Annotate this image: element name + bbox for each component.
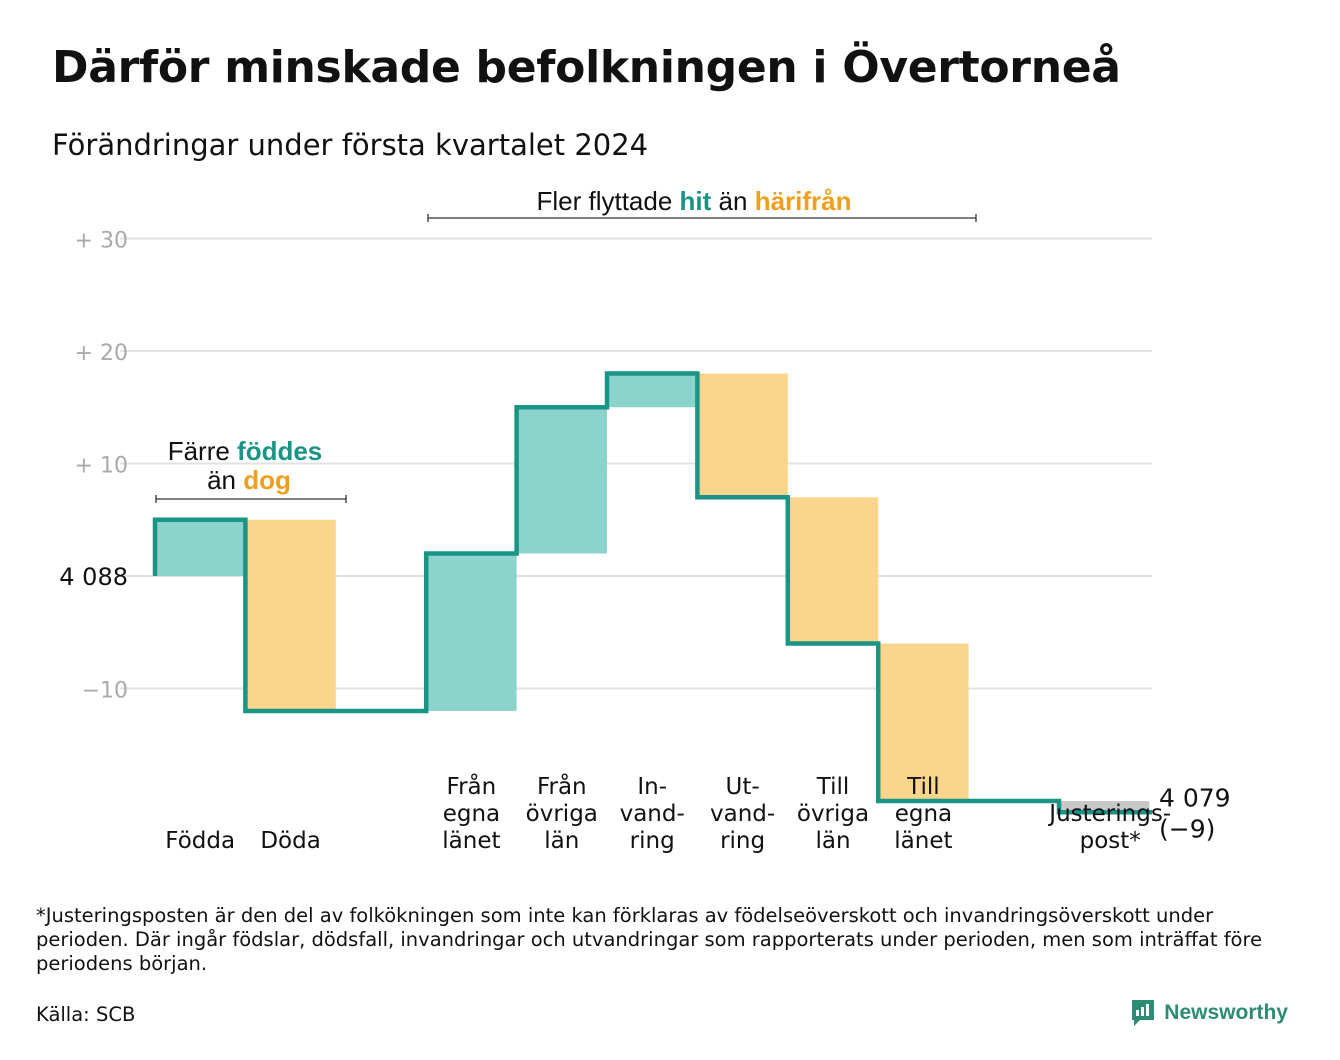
x-label-invandring: ring bbox=[630, 828, 675, 854]
births-annotation-line2: än dog bbox=[207, 465, 291, 495]
x-label-fran_ovriga: län bbox=[544, 828, 579, 854]
page-subtitle: Förändringar under första kvartalet 2024 bbox=[52, 128, 649, 162]
bar-till_ovriga bbox=[787, 497, 879, 644]
moves-annotation: Fler flyttade hit än härifrån bbox=[536, 186, 851, 216]
end-change-label: (−9) bbox=[1159, 814, 1215, 843]
x-label-fran_ovriga: Från bbox=[537, 772, 587, 800]
bar-till_egna bbox=[878, 643, 969, 801]
brand-name: Newsworthy bbox=[1164, 1001, 1288, 1024]
start-value-label: 4 088 bbox=[59, 563, 128, 591]
x-label-utvandring: vand- bbox=[710, 801, 775, 827]
x-label-utvandring: Ut- bbox=[726, 774, 760, 800]
bar-fran_egna bbox=[426, 553, 517, 711]
step-line bbox=[152, 371, 1152, 815]
y-tick-label: + 10 bbox=[75, 454, 128, 479]
bar-fran_ovriga bbox=[516, 407, 607, 554]
x-label-till_ovriga: Till bbox=[816, 774, 850, 800]
x-label-till_ovriga: län bbox=[815, 828, 850, 854]
x-label-invandring: vand- bbox=[620, 801, 685, 827]
y-tick-label: + 30 bbox=[75, 229, 128, 254]
x-axis-labels: Födda DödaFrånegnalänetFrånövrigalänIn-va… bbox=[165, 772, 1171, 854]
newsworthy-logo-icon bbox=[1132, 1000, 1155, 1026]
births-annotation-line1: Färre föddes bbox=[168, 436, 323, 466]
bars bbox=[155, 373, 1150, 813]
source-label: Källa: SCB bbox=[36, 1003, 136, 1026]
y-axis-ticks: + 30 + 20 + 10 4 088 −10 bbox=[59, 229, 128, 704]
x-label-fran_ovriga: övriga bbox=[526, 801, 598, 827]
waterfall-chart: + 30+ 20+ 104 088−10 Födda DödaFrånegnalä… bbox=[59, 186, 1231, 854]
page-title: Därför minskade befolkningen i Övertorne… bbox=[52, 42, 1121, 93]
cumulative-step-line bbox=[152, 371, 1152, 815]
x-label-till_ovriga: övriga bbox=[797, 801, 869, 827]
bar-utvandring bbox=[697, 373, 788, 498]
brand-logo[interactable]: Newsworthy bbox=[1130, 998, 1288, 1028]
y-tick-label: + 20 bbox=[75, 341, 128, 366]
x-label-invandring: In- bbox=[637, 774, 667, 800]
bar-justering bbox=[1059, 801, 1150, 813]
x-label-fran_egna: länet bbox=[442, 828, 500, 854]
x-label-fodda: Födda bbox=[165, 828, 235, 854]
y-tick-label: −10 bbox=[82, 679, 128, 704]
x-label-till_egna: Till bbox=[906, 774, 940, 800]
x-label-doda: Döda bbox=[260, 828, 320, 854]
x-label-fran_egna: egna bbox=[443, 801, 500, 827]
x-label-utvandring: ring bbox=[720, 828, 765, 854]
x-label-till_egna: länet bbox=[894, 828, 952, 854]
x-label-justering: Justerings- bbox=[1047, 801, 1171, 827]
bar-fodda bbox=[155, 519, 246, 576]
x-label-till_egna: egna bbox=[895, 801, 952, 827]
bar-invandring bbox=[607, 373, 698, 408]
births-bracket bbox=[155, 495, 347, 503]
x-label-justering: post* bbox=[1080, 828, 1141, 854]
end-value-label: 4 079 bbox=[1159, 783, 1231, 812]
footnote: *Justeringsposten är den del av folkökni… bbox=[36, 904, 1263, 975]
moves-bracket bbox=[427, 214, 977, 222]
x-label-fran_egna: Från bbox=[447, 772, 497, 800]
bar-doda bbox=[245, 519, 336, 711]
